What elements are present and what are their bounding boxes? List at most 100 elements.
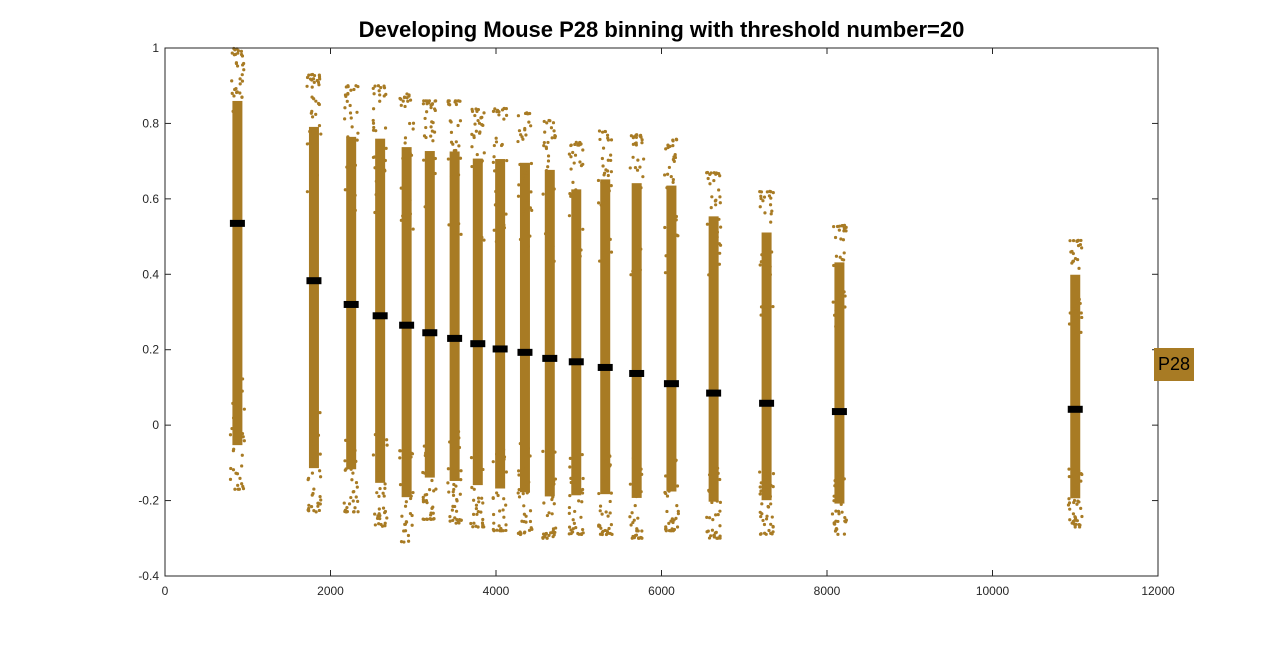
data-point [375, 491, 379, 495]
median-marker [372, 312, 388, 320]
data-point [714, 172, 718, 176]
data-point [842, 229, 846, 233]
data-point [1079, 506, 1083, 510]
data-point [766, 504, 770, 509]
data-point [639, 186, 643, 190]
data-point [401, 214, 405, 218]
data-point [542, 140, 546, 145]
data-point [574, 245, 578, 249]
bin-column [628, 133, 646, 540]
data-point [406, 220, 411, 224]
data-point [237, 487, 241, 491]
data-point [516, 491, 520, 495]
data-point [317, 508, 321, 513]
data-point [347, 502, 352, 506]
data-point [672, 250, 676, 254]
data-point [710, 497, 714, 501]
data-point [600, 130, 605, 134]
bin-column [663, 137, 680, 533]
data-point [240, 377, 245, 381]
data-point [452, 487, 456, 492]
data-point [402, 95, 407, 100]
data-point [350, 125, 354, 129]
data-point [527, 480, 531, 484]
data-point [526, 446, 531, 450]
data-point [768, 303, 772, 308]
data-point [553, 450, 557, 454]
data-point [348, 111, 353, 115]
data-point [316, 504, 320, 508]
data-point [307, 503, 311, 507]
data-point [640, 472, 644, 476]
data-point [343, 468, 347, 472]
data-point [430, 120, 434, 124]
median-marker [831, 408, 847, 416]
data-point [241, 487, 246, 491]
data-point [496, 167, 500, 171]
data-point [545, 237, 549, 241]
data-point [422, 158, 426, 162]
data-point [609, 250, 614, 254]
data-point [469, 521, 473, 526]
data-point [353, 163, 357, 167]
data-point [232, 433, 237, 437]
median-marker [568, 358, 584, 366]
data-point [423, 116, 427, 121]
data-point [345, 165, 349, 169]
data-point [542, 501, 546, 505]
data-point [581, 162, 585, 166]
data-point [634, 481, 638, 485]
data-point [628, 515, 632, 519]
bin-column [398, 92, 416, 544]
data-point [517, 469, 521, 473]
data-point [631, 142, 635, 146]
data-point [665, 186, 669, 190]
data-point [839, 502, 843, 506]
data-point [576, 143, 580, 147]
data-point [404, 520, 409, 524]
data-point [541, 192, 545, 196]
data-point [609, 491, 613, 495]
data-point [453, 516, 457, 520]
data-point [372, 125, 376, 130]
data-point [475, 109, 479, 114]
median-marker [517, 348, 533, 356]
data-point [472, 134, 476, 138]
data-point [317, 102, 321, 107]
data-point [631, 456, 636, 460]
data-point [759, 196, 763, 201]
data-point [432, 489, 436, 493]
data-point [375, 439, 380, 443]
data-point [425, 501, 429, 505]
data-point [308, 129, 312, 134]
y-axis: -0.4 -0.2 0 0.2 0.4 0.6 0.8 1 [138, 41, 1158, 583]
data-point [353, 448, 357, 453]
data-point [232, 94, 236, 98]
data-point [600, 530, 605, 534]
data-point [715, 499, 719, 503]
data-point [634, 143, 638, 147]
median-markers [229, 219, 1083, 416]
data-point [836, 509, 841, 513]
data-point [574, 526, 578, 530]
data-point [630, 536, 634, 540]
data-point [579, 489, 583, 493]
data-point [305, 84, 309, 88]
data-point [238, 77, 242, 81]
data-point [719, 225, 723, 229]
data-point [314, 99, 318, 103]
data-point [402, 540, 406, 544]
data-point [529, 190, 533, 194]
data-point [541, 449, 545, 453]
data-point [712, 241, 716, 246]
data-point [1073, 525, 1077, 529]
data-point [609, 184, 613, 188]
data-point [477, 500, 481, 504]
data-point [635, 196, 639, 200]
data-point [1072, 307, 1077, 311]
data-point [840, 224, 844, 228]
data-point [705, 222, 710, 226]
data-point [528, 206, 532, 210]
data-point [554, 526, 558, 530]
data-point [502, 226, 507, 230]
